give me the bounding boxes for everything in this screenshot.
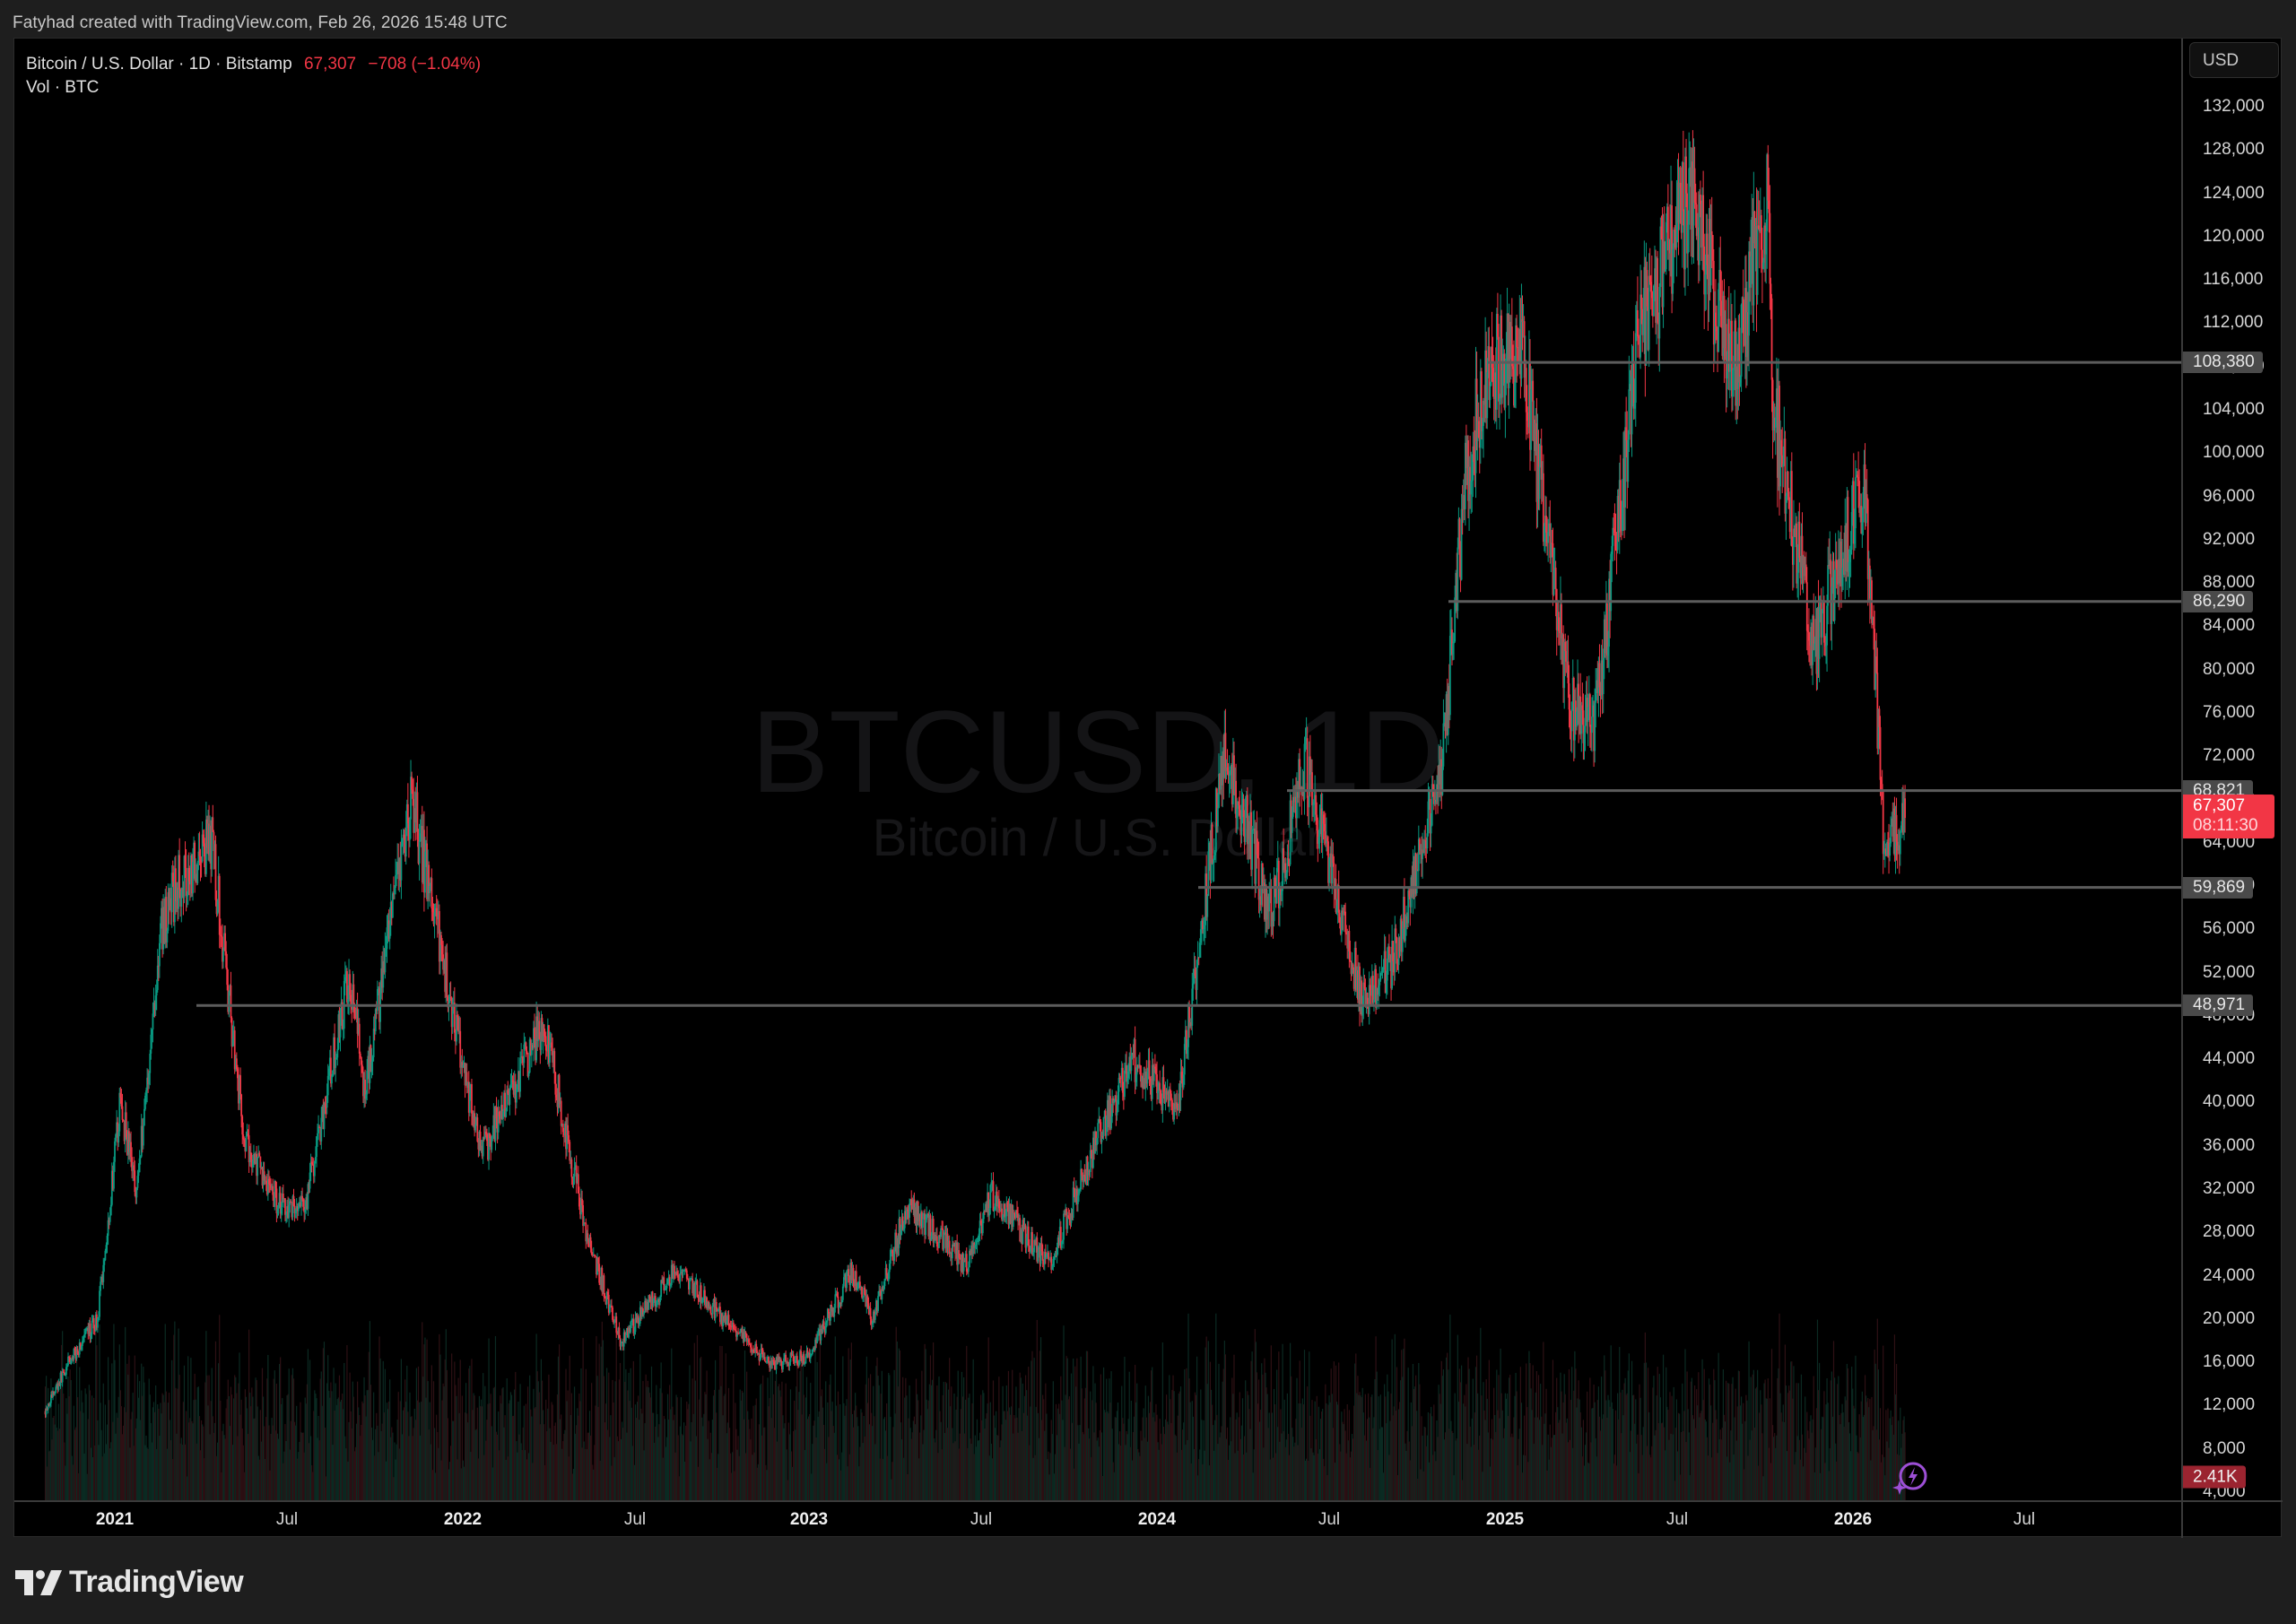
- legend-symbol-row[interactable]: Bitcoin / U.S. Dollar · 1D · Bitstamp 67…: [26, 53, 481, 76]
- price-tick: 124,000: [2203, 183, 2265, 203]
- time-tick: Jul: [970, 1510, 993, 1529]
- price-tick: 24,000: [2203, 1265, 2256, 1285]
- price-tick: 16,000: [2203, 1352, 2256, 1372]
- price-tick: 116,000: [2203, 270, 2264, 290]
- legend-change: −708 (−1.04%): [368, 55, 482, 74]
- ai-assistant-icon[interactable]: [1892, 1461, 1929, 1500]
- price-tick: 112,000: [2203, 313, 2264, 333]
- level-price-label: 48,971: [2183, 994, 2254, 1017]
- tradingview-logo-text: TradingView: [69, 1565, 244, 1599]
- price-tick: 72,000: [2203, 746, 2256, 766]
- time-tick: 2021: [95, 1510, 135, 1529]
- last-price-label: 67,307 08:11:30: [2183, 794, 2274, 838]
- price-tick: 8,000: [2203, 1438, 2246, 1458]
- price-tick: 12,000: [2203, 1395, 2256, 1415]
- time-tick: Jul: [1665, 1510, 1689, 1529]
- time-tick: Jul: [1318, 1510, 1341, 1529]
- price-tick: 104,000: [2203, 400, 2265, 419]
- time-tick: 2024: [1137, 1510, 1177, 1529]
- time-tick: 2025: [1485, 1510, 1525, 1529]
- price-tick: 36,000: [2203, 1135, 2256, 1155]
- bar-countdown: 08:11:30: [2193, 815, 2258, 835]
- currency-button[interactable]: USD: [2189, 42, 2279, 78]
- price-tick: 44,000: [2203, 1049, 2256, 1069]
- volume-value-label: 2.41K: [2183, 1465, 2246, 1489]
- level-price-label: 108,380: [2183, 352, 2263, 374]
- price-tick: 20,000: [2203, 1308, 2256, 1328]
- time-tick: Jul: [275, 1510, 299, 1529]
- legend-volume-row[interactable]: Vol · BTC: [26, 78, 100, 97]
- price-tick: 96,000: [2203, 486, 2256, 506]
- price-tick: 32,000: [2203, 1179, 2256, 1199]
- price-tick: 128,000: [2203, 140, 2265, 160]
- chart-legend: Bitcoin / U.S. Dollar · 1D · Bitstamp 67…: [26, 53, 481, 100]
- time-tick: Jul: [2013, 1510, 2036, 1529]
- price-tick: 80,000: [2203, 659, 2256, 679]
- time-tick: 2026: [1833, 1510, 1873, 1529]
- price-tick: 84,000: [2203, 616, 2256, 636]
- price-tick: 52,000: [2203, 962, 2256, 982]
- time-tick: 2022: [443, 1510, 483, 1529]
- price-tick: 40,000: [2203, 1092, 2256, 1112]
- price-tick: 132,000: [2203, 97, 2265, 117]
- price-tick: 76,000: [2203, 702, 2256, 722]
- chart-container: BTCUSD, 1D Bitcoin / U.S. Dollar Bitcoin…: [13, 38, 2283, 1538]
- watermark-title: BTCUSD, 1D: [751, 686, 1445, 817]
- legend-last-price: 67,307: [303, 55, 357, 74]
- legend-symbol: Bitcoin / U.S. Dollar · 1D · Bitstamp: [26, 55, 292, 74]
- price-tick: 120,000: [2203, 226, 2265, 246]
- tradingview-logo-icon: [15, 1569, 62, 1595]
- candlestick-chart[interactable]: [14, 39, 2181, 1500]
- level-price-label: 59,869: [2183, 876, 2254, 899]
- price-tick: 100,000: [2203, 443, 2265, 463]
- axis-corner: [2181, 1500, 2283, 1538]
- time-tick: Jul: [623, 1510, 647, 1529]
- last-price-value: 67,307: [2193, 795, 2246, 815]
- chart-credit: Fatyhad created with TradingView.com, Fe…: [13, 13, 508, 32]
- level-price-label: 86,290: [2183, 590, 2254, 612]
- time-axis[interactable]: 2021 Jul 2022 Jul 2023 Jul 2024 Jul 2025 Jul 2026 J…: [14, 1500, 2181, 1538]
- price-tick: 28,000: [2203, 1222, 2256, 1242]
- price-pane[interactable]: BTCUSD, 1D Bitcoin / U.S. Dollar Bitcoin…: [14, 39, 2181, 1500]
- price-tick: 56,000: [2203, 919, 2256, 939]
- tradingview-logo[interactable]: TradingView: [15, 1565, 244, 1600]
- time-tick: 2023: [789, 1510, 829, 1529]
- price-tick: 88,000: [2203, 573, 2256, 593]
- price-tick: 92,000: [2203, 529, 2256, 549]
- price-axis[interactable]: USD 132,000 128,000 124,000 120,000 116,000 1…: [2181, 39, 2283, 1538]
